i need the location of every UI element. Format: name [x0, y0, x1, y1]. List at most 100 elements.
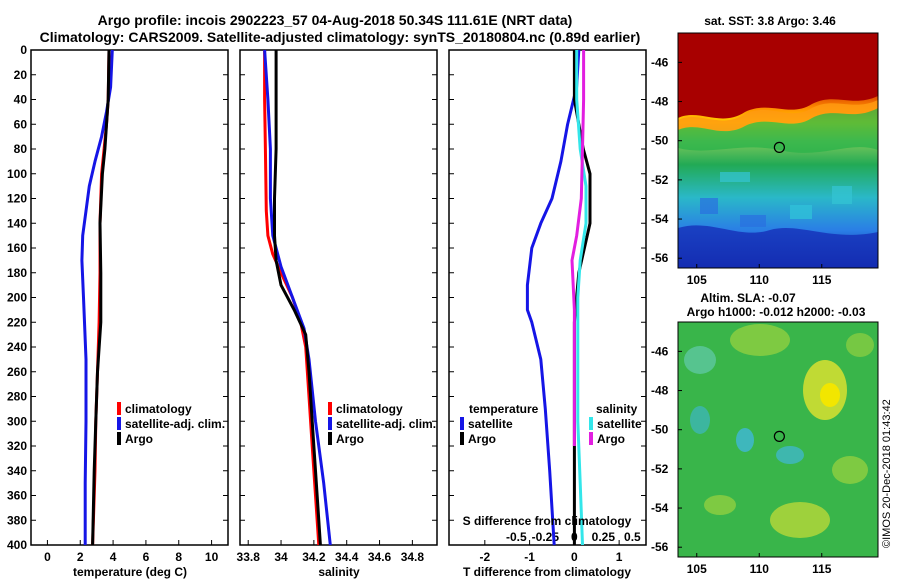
legend-title-salinity: salinity [596, 402, 638, 416]
legend-title-temperature: temperature [469, 402, 539, 416]
legend-label-s-satellite: satellite [597, 417, 642, 431]
sst-x-tick-label: 110 [750, 273, 770, 287]
legend-swatch-s-argo [589, 432, 593, 445]
salinity-lines [263, 49, 332, 546]
temperature-x-tick-label: 8 [175, 550, 182, 564]
difference-line-t-satellite [525, 49, 581, 546]
temperature-x-tick-label: 0 [44, 550, 51, 564]
temperature-y-tick-label: 360 [7, 489, 27, 503]
legend-label-satellite: satellite-adj. clim. [336, 417, 436, 431]
sst-x-tick-label: 115 [812, 273, 832, 287]
sla-patch [704, 495, 736, 515]
legend-label-climatology: climatology [125, 402, 192, 416]
difference-x2-tick-label: 0.5 [624, 530, 641, 544]
salinity-line-satellite-adj-clim- [263, 49, 332, 546]
salinity-x-tick-label: 34.2 [302, 550, 326, 564]
temperature-y-tick-label: 120 [7, 192, 27, 206]
legend-swatch-satellite [328, 417, 332, 430]
salinity-panel: 33.8 34 34.2 34.4 34.6 34.8 salinity climatol… [237, 49, 438, 579]
sla-x-tick-label: 115 [812, 562, 832, 576]
temperature-y-tick-label: 80 [14, 142, 28, 156]
sla-map-title: Altim. SLA: -0.07 [700, 291, 796, 305]
temperature-plot-frame [30, 49, 229, 546]
sst-patch [790, 205, 812, 219]
sla-y-tick-label: -56 [651, 540, 669, 554]
temperature-y-tick-label: 140 [7, 216, 27, 230]
sst-map-panel: sat. SST: 3.8 Argo: 3.46 105 110 115 -46 -48… [651, 14, 879, 287]
legend-swatch-argo [328, 432, 332, 445]
difference-x2-tick-label: 0.25 [592, 530, 616, 544]
sst-map-frame [677, 32, 879, 269]
temperature-axis-ticks: 0 2 4 6 8 10020406080100120140160180200220240… [7, 43, 228, 564]
temperature-y-tick-label: 300 [7, 414, 27, 428]
sla-map-frame [677, 321, 879, 558]
sla-map-subtitle: Argo h1000: -0.012 h2000: -0.03 [687, 305, 866, 319]
title-line-2: Climatology: CARS2009. Satellite-adjuste… [40, 29, 641, 45]
temperature-y-tick-label: 380 [7, 513, 27, 527]
legend-swatch-satellite [117, 417, 121, 430]
legend-swatch-s-satellite [589, 417, 593, 430]
salinity-x-tick-label: 34 [274, 550, 288, 564]
difference-plot-frame [448, 49, 647, 546]
sla-patch [730, 324, 790, 356]
salinity-xlabel: salinity [318, 565, 360, 579]
temperature-y-tick-label: 280 [7, 390, 27, 404]
salinity-x-tick-label: 34.6 [368, 550, 392, 564]
sla-y-tick-label: -46 [651, 344, 669, 358]
temperature-y-tick-label: 220 [7, 315, 27, 329]
legend-label-climatology: climatology [336, 402, 403, 416]
legend-label-argo: Argo [125, 432, 153, 446]
sst-patch [740, 215, 766, 227]
sla-y-tick-label: -54 [651, 501, 669, 515]
sst-cold-water [678, 225, 878, 268]
sla-axis-ticks: 105 110 115 -46 -48 -50 -52 -54 -56 [651, 344, 832, 576]
sst-y-tick-label: -54 [651, 212, 669, 226]
sst-front [678, 100, 878, 132]
temperature-x-tick-label: 4 [110, 550, 117, 564]
salinity-x-tick-label: 33.8 [237, 550, 261, 564]
difference-line-s-satellite [575, 50, 588, 546]
salinity-x-tick-label: 34.4 [335, 550, 359, 564]
temperature-xlabel: temperature (deg C) [73, 565, 187, 579]
sla-patch [684, 346, 716, 374]
legend-swatch-climatology [328, 402, 332, 415]
temperature-y-tick-label: 40 [14, 93, 28, 107]
sst-y-tick-label: -48 [651, 95, 669, 109]
temperature-x-tick-label: 2 [77, 550, 84, 564]
s-difference-xlabel: S difference from climatology [463, 514, 632, 528]
temperature-y-tick-label: 320 [7, 439, 27, 453]
difference-lines [525, 49, 592, 546]
sla-map-image [678, 322, 878, 557]
sla-y-tick-label: -52 [651, 462, 669, 476]
temperature-x-tick-label: 6 [143, 550, 150, 564]
temperature-x-tick-label: 10 [205, 550, 219, 564]
legend-swatch-climatology [117, 402, 121, 415]
salinity-axis-ticks: 33.8 34 34.2 34.4 34.6 34.8 [237, 49, 437, 564]
temperature-y-tick-label: 180 [7, 266, 27, 280]
difference-x-tick-label: 1 [616, 550, 623, 564]
salinity-line-argo [273, 50, 322, 546]
sla-patch [776, 446, 804, 464]
sst-y-tick-label: -46 [651, 55, 669, 69]
temperature-y-tick-label: 0 [20, 43, 27, 57]
temperature-y-tick-label: 60 [14, 117, 28, 131]
salinity-x-tick-label: 34.8 [401, 550, 425, 564]
sla-y-tick-label: -48 [651, 384, 669, 398]
difference-line-s-argo [570, 50, 586, 446]
sla-patch [846, 333, 874, 357]
temperature-y-tick-label: 100 [7, 167, 27, 181]
temperature-lines [80, 49, 114, 546]
sla-map-panel: Altim. SLA: -0.07 Argo h1000: -0.012 h20… [651, 291, 879, 576]
sla-patch [736, 428, 754, 452]
temperature-line-argo [91, 49, 111, 546]
sst-y-tick-label: -52 [651, 173, 669, 187]
sst-patch [832, 186, 852, 204]
difference-x-tick-label: 0 [571, 550, 578, 564]
sla-y-tick-label: -50 [651, 423, 669, 437]
legend-label-satellite: satellite-adj. clim. [125, 417, 225, 431]
legend-swatch-argo [117, 432, 121, 445]
difference-legend: temperature salinity satellite Argo sate… [460, 402, 642, 446]
temperature-y-tick-label: 260 [7, 365, 27, 379]
sla-x-tick-label: 110 [750, 562, 770, 576]
